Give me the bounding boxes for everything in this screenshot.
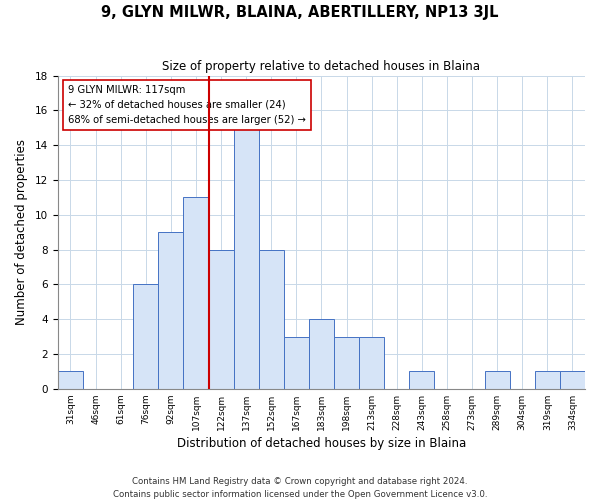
Text: 9 GLYN MILWR: 117sqm
← 32% of detached houses are smaller (24)
68% of semi-detac: 9 GLYN MILWR: 117sqm ← 32% of detached h… xyxy=(68,85,307,124)
Bar xyxy=(485,372,510,389)
X-axis label: Distribution of detached houses by size in Blaina: Distribution of detached houses by size … xyxy=(177,437,466,450)
Text: 9, GLYN MILWR, BLAINA, ABERTILLERY, NP13 3JL: 9, GLYN MILWR, BLAINA, ABERTILLERY, NP13… xyxy=(101,5,499,20)
Bar xyxy=(184,198,209,389)
Bar xyxy=(359,336,384,389)
Bar xyxy=(58,372,83,389)
Text: Contains HM Land Registry data © Crown copyright and database right 2024.
Contai: Contains HM Land Registry data © Crown c… xyxy=(113,478,487,499)
Bar xyxy=(158,232,184,389)
Bar xyxy=(233,128,259,389)
Bar xyxy=(259,250,284,389)
Bar xyxy=(409,372,434,389)
Bar xyxy=(334,336,359,389)
Bar xyxy=(535,372,560,389)
Bar xyxy=(133,284,158,389)
Bar xyxy=(209,250,233,389)
Y-axis label: Number of detached properties: Number of detached properties xyxy=(15,139,28,325)
Bar xyxy=(284,336,309,389)
Title: Size of property relative to detached houses in Blaina: Size of property relative to detached ho… xyxy=(163,60,481,73)
Bar xyxy=(309,319,334,389)
Bar xyxy=(560,372,585,389)
